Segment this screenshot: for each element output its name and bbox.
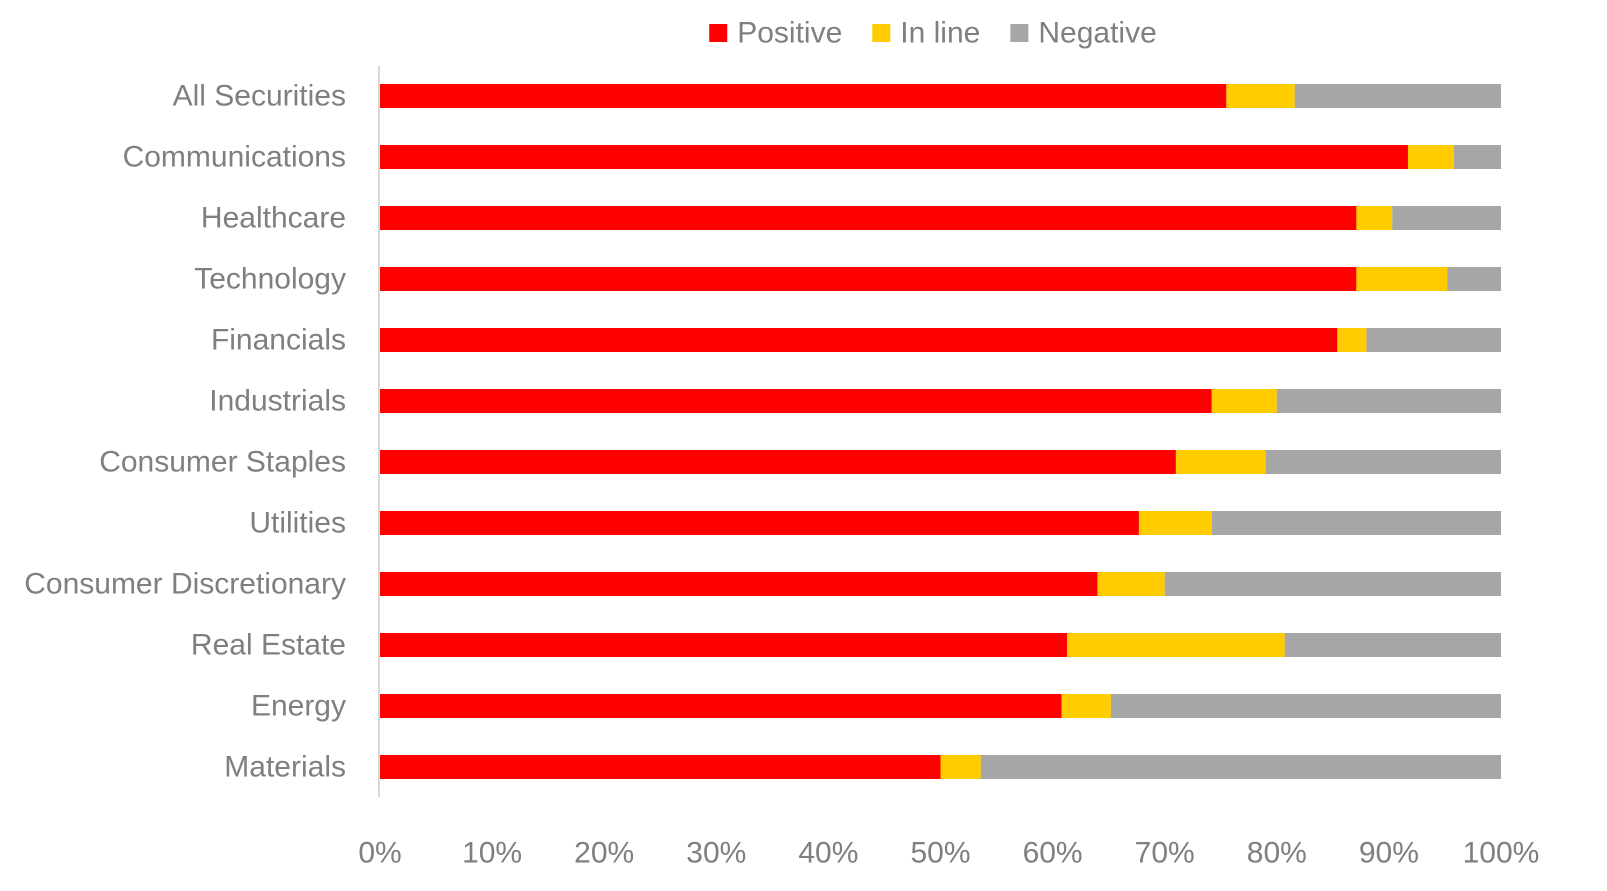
x-tick-label-4: 40% <box>798 837 858 870</box>
category-label-energy: Energy <box>251 690 346 723</box>
category-label-healthcare: Healthcare <box>201 202 346 235</box>
x-tick-label-10: 100% <box>1463 837 1540 870</box>
bars <box>380 84 1501 779</box>
bar-communications-positive <box>380 145 1408 169</box>
bar-industrials-negative <box>1276 389 1501 413</box>
bar-financials-positive <box>380 328 1338 352</box>
legend-label-in-line: In line <box>900 17 980 50</box>
bar-consumer-staples-in-line <box>1175 450 1266 474</box>
x-tick-label-3: 30% <box>686 837 746 870</box>
bar-industrials-positive <box>380 389 1212 413</box>
legend-item-negative: Negative <box>1010 17 1157 50</box>
category-label-consumer-staples: Consumer Staples <box>99 446 346 479</box>
bar-energy-positive <box>380 694 1062 718</box>
bar-utilities-negative <box>1211 511 1501 535</box>
category-label-consumer-discretionary: Consumer Discretionary <box>24 568 346 601</box>
bar-materials-negative <box>980 755 1501 779</box>
bar-real-estate-in-line <box>1067 633 1285 657</box>
bar-healthcare-negative <box>1392 206 1501 230</box>
legend-swatch-positive <box>709 24 728 42</box>
bar-consumer-discretionary-negative <box>1164 572 1501 596</box>
bar-energy-in-line <box>1061 694 1111 718</box>
category-label-utilities: Utilities <box>249 507 346 540</box>
x-tick-label-7: 70% <box>1135 837 1195 870</box>
x-tick-label-9: 90% <box>1359 837 1419 870</box>
x-axis-tick-labels: 0% 10% 20% 30% 40% 50% 60% 70% 80% 90% 100% <box>358 837 1539 870</box>
bar-healthcare-positive <box>380 206 1357 230</box>
bar-energy-negative <box>1110 694 1501 718</box>
bar-financials-in-line <box>1337 328 1367 352</box>
bar-utilities-positive <box>380 511 1139 535</box>
x-tick-label-1: 10% <box>462 837 522 870</box>
bar-communications-negative <box>1453 145 1501 169</box>
bar-technology-positive <box>380 267 1357 291</box>
bar-consumer-discretionary-in-line <box>1097 572 1165 596</box>
bar-healthcare-in-line <box>1356 206 1393 230</box>
bar-consumer-staples-positive <box>380 450 1176 474</box>
bar-technology-negative <box>1447 267 1501 291</box>
category-label-communications: Communications <box>123 141 346 174</box>
bar-materials-in-line <box>940 755 981 779</box>
legend-item-in-line: In line <box>872 17 980 50</box>
bar-communications-in-line <box>1407 145 1454 169</box>
bar-materials-positive <box>380 755 941 779</box>
legend-swatch-in-line <box>872 24 891 42</box>
bar-real-estate-negative <box>1284 633 1501 657</box>
x-tick-label-2: 20% <box>574 837 634 870</box>
legend: Positive In line Negative <box>709 17 1157 50</box>
bar-real-estate-positive <box>380 633 1068 657</box>
bar-financials-negative <box>1366 328 1501 352</box>
bar-utilities-in-line <box>1138 511 1212 535</box>
category-label-financials: Financials <box>211 324 346 357</box>
category-label-all-securities: All Securities <box>173 80 346 113</box>
legend-label-negative: Negative <box>1038 17 1156 50</box>
legend-item-positive: Positive <box>709 17 842 50</box>
category-label-real-estate: Real Estate <box>191 629 346 662</box>
category-label-industrials: Industrials <box>209 385 346 418</box>
legend-swatch-negative <box>1010 24 1029 42</box>
legend-label-positive: Positive <box>737 17 842 50</box>
x-tick-label-6: 60% <box>1023 837 1083 870</box>
bar-consumer-discretionary-positive <box>380 572 1098 596</box>
category-labels: All Securities Communications Healthcare Te… <box>24 80 346 784</box>
bar-all-securities-negative <box>1294 84 1501 108</box>
x-tick-label-0: 0% <box>358 837 401 870</box>
bar-consumer-staples-negative <box>1265 450 1501 474</box>
x-tick-label-5: 50% <box>910 837 970 870</box>
bar-industrials-in-line <box>1211 389 1277 413</box>
bar-all-securities-in-line <box>1226 84 1295 108</box>
bar-technology-in-line <box>1356 267 1448 291</box>
category-label-materials: Materials <box>224 751 346 784</box>
bar-all-securities-positive <box>380 84 1227 108</box>
category-label-technology: Technology <box>194 263 346 296</box>
x-tick-label-8: 80% <box>1247 837 1307 870</box>
